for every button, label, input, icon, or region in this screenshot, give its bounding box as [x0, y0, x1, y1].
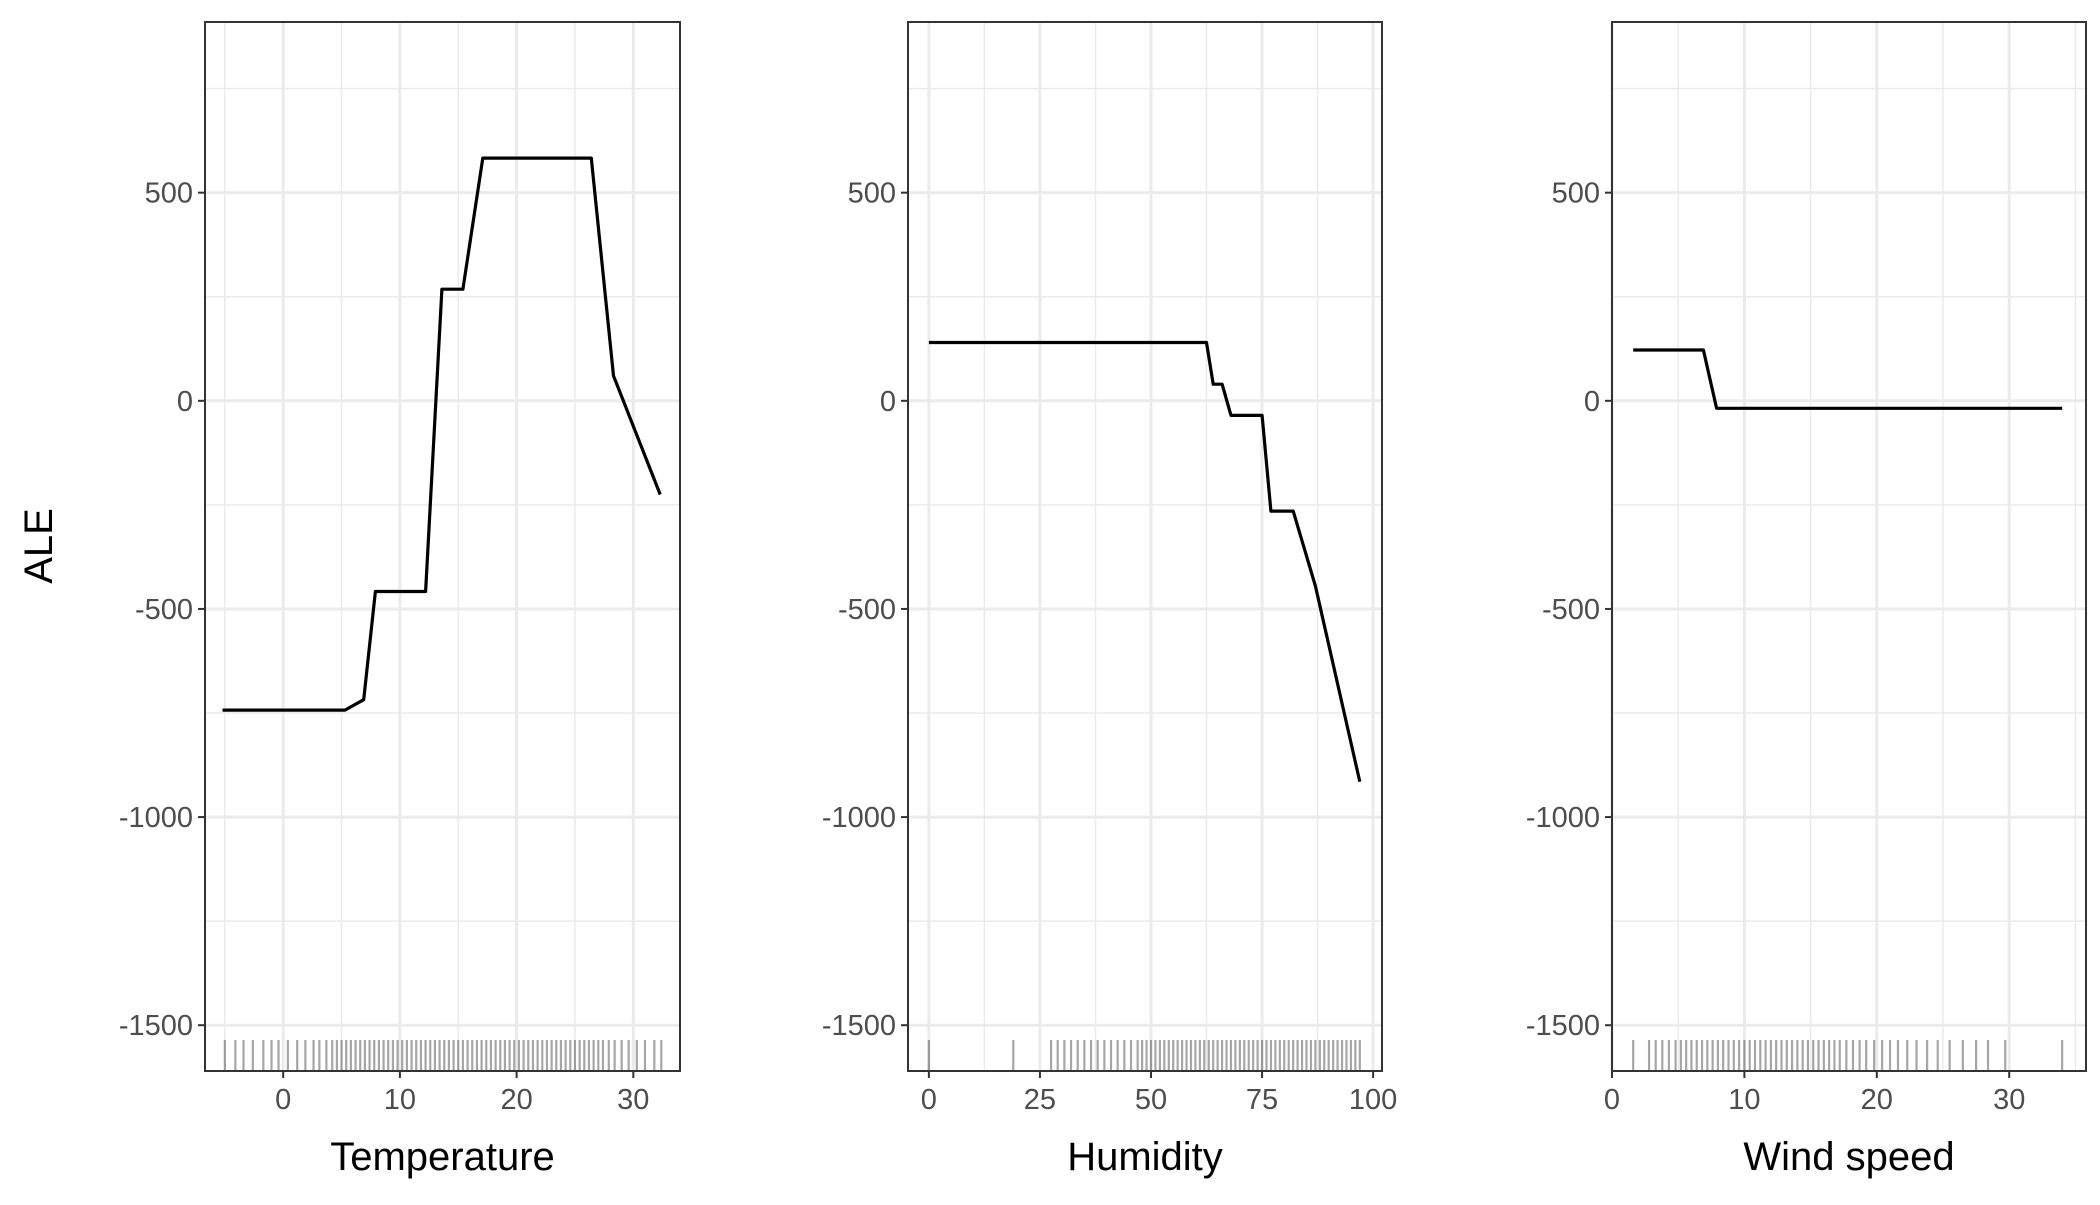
y-tick-label: 500: [848, 178, 896, 210]
x-tick-label: 50: [1135, 1084, 1167, 1116]
x-tick-label: 0: [1604, 1084, 1620, 1116]
panel-1: -1500 -1000 -500 0 500 0 10 20 30 Temperature: [119, 22, 680, 1179]
y-tick-label: -1500: [822, 1010, 896, 1042]
x-tick-label: 10: [1728, 1084, 1760, 1116]
y-tick-label: -500: [135, 594, 193, 626]
panel-2: -1500 -1000 -500 0 500 0 25 50 75 100 Humidity: [822, 22, 1397, 1179]
y-tick-label: -1500: [119, 1010, 193, 1042]
x-axis-title: Wind speed: [1743, 1135, 1954, 1179]
x-tick-label: 20: [500, 1084, 532, 1116]
y-tick-label: -1000: [822, 802, 896, 834]
x-tick-label: 0: [921, 1084, 937, 1116]
y-tick-label: 500: [145, 178, 193, 210]
x-axis-title: Humidity: [1067, 1135, 1223, 1179]
y-tick-label: 500: [1552, 178, 1600, 210]
y-tick-label: -1000: [1526, 802, 1600, 834]
y-tick-label: -1000: [119, 802, 193, 834]
y-tick-label: 0: [880, 386, 896, 418]
x-tick-label: 30: [617, 1084, 649, 1116]
x-tick-label: 25: [1024, 1084, 1056, 1116]
x-tick-label: 20: [1861, 1084, 1893, 1116]
y-tick-label: -1500: [1526, 1010, 1600, 1042]
x-tick-label: 100: [1349, 1084, 1397, 1116]
y-tick-label: 0: [1584, 386, 1600, 418]
panel-background: [908, 22, 1382, 1071]
x-tick-label: 75: [1246, 1084, 1278, 1116]
y-tick-label: -500: [1542, 594, 1600, 626]
y-tick-label: -500: [838, 594, 896, 626]
panel-3: -1500 -1000 -500 0 500 0 10 20 30 Wind speed: [1526, 22, 2086, 1179]
x-axis-title: Temperature: [330, 1135, 555, 1179]
y-tick-label: 0: [177, 386, 193, 418]
panel-background: [1612, 22, 2086, 1071]
x-tick-label: 0: [275, 1084, 291, 1116]
panel-background: [205, 22, 680, 1071]
x-tick-label: 10: [384, 1084, 416, 1116]
y-axis-title: ALE: [17, 508, 61, 584]
x-tick-label: 30: [1993, 1084, 2025, 1116]
